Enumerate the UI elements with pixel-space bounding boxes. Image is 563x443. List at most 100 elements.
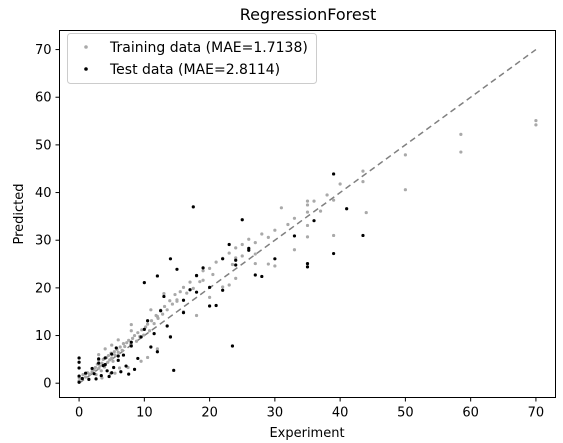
test-point — [77, 374, 81, 378]
test-point — [77, 360, 81, 364]
training-point — [112, 350, 116, 354]
test-point — [292, 234, 297, 238]
x-tick-label: 0 — [75, 406, 83, 421]
training-point — [155, 314, 159, 319]
test-point — [94, 377, 98, 381]
test-point — [361, 233, 365, 238]
x-tick-label: 70 — [528, 406, 545, 421]
test-point — [208, 304, 212, 308]
test-point — [332, 172, 336, 176]
test-point — [87, 377, 91, 381]
training-point — [247, 237, 251, 241]
test-point — [116, 354, 120, 358]
training-point — [111, 359, 115, 363]
legend-marker-test — [84, 67, 88, 71]
training-point — [208, 295, 212, 300]
training-point — [318, 209, 323, 213]
test-point — [127, 372, 131, 376]
training-point — [188, 280, 192, 284]
training-point — [305, 223, 310, 228]
test-point — [305, 265, 310, 269]
training-point — [534, 118, 538, 123]
test-point — [99, 373, 103, 378]
training-point — [132, 333, 137, 338]
test-point — [121, 353, 126, 357]
training-point — [87, 372, 92, 376]
training-point — [273, 228, 277, 232]
test-point — [103, 356, 107, 360]
training-point — [168, 299, 172, 303]
training-point — [116, 350, 120, 354]
test-point — [139, 335, 143, 339]
plot-frame — [59, 30, 556, 398]
training-point — [534, 123, 538, 127]
training-point — [266, 235, 270, 239]
training-point — [136, 331, 140, 335]
training-point — [129, 322, 133, 327]
reference-line — [78, 48, 537, 384]
test-point — [92, 372, 96, 376]
test-point — [77, 380, 81, 384]
test-point — [136, 356, 140, 361]
training-point — [116, 338, 120, 342]
test-point — [149, 345, 153, 349]
training-point — [305, 199, 310, 203]
training-point — [273, 264, 277, 268]
training-point — [325, 193, 329, 197]
test-point — [146, 319, 150, 323]
test-point — [208, 285, 212, 289]
test-point — [162, 294, 166, 299]
test-point — [214, 303, 218, 308]
training-point — [234, 276, 238, 280]
training-point — [234, 256, 238, 260]
y-tick-label: 10 — [35, 329, 52, 344]
test-point — [221, 257, 225, 261]
test-point — [155, 350, 159, 354]
y-tick-label: 30 — [35, 234, 52, 249]
training-point — [364, 210, 368, 215]
test-point — [97, 357, 101, 361]
test-point — [119, 370, 123, 374]
test-point — [77, 366, 81, 370]
chart-title: RegressionForest — [240, 5, 377, 24]
test-point — [247, 246, 251, 250]
legend-marker-training — [84, 45, 88, 49]
training-point — [181, 285, 186, 289]
training-point — [100, 361, 104, 365]
x-axis-label: Experiment — [269, 426, 344, 441]
y-tick-label: 50 — [35, 138, 52, 153]
test-point — [110, 371, 114, 375]
training-point — [208, 266, 212, 270]
legend: Training data (MAE=1.7138) Test data (MA… — [67, 33, 317, 84]
training-point — [459, 132, 463, 136]
training-point — [149, 308, 153, 312]
training-point — [178, 290, 182, 294]
training-point — [194, 313, 199, 318]
training-point — [338, 182, 342, 186]
training-point — [286, 222, 290, 227]
training-point — [103, 347, 107, 351]
x-tick-label: 30 — [267, 406, 284, 421]
training-point — [117, 366, 122, 370]
training-point — [121, 342, 126, 346]
test-point — [97, 361, 101, 365]
test-point — [230, 344, 235, 348]
test-point — [168, 335, 173, 339]
training-point — [214, 260, 218, 264]
test-point — [129, 344, 133, 348]
training-point — [332, 233, 336, 238]
test-point — [116, 358, 120, 362]
training-point — [161, 312, 165, 316]
test-point — [165, 324, 169, 328]
test-point — [168, 257, 173, 261]
training-point — [227, 251, 231, 255]
training-point — [120, 348, 124, 352]
training-point — [170, 302, 175, 306]
y-tick-label: 20 — [35, 281, 52, 296]
training-point — [93, 365, 97, 370]
test-point — [132, 367, 137, 371]
training-point — [106, 353, 111, 358]
training-point — [108, 358, 112, 362]
training-point — [125, 341, 129, 345]
